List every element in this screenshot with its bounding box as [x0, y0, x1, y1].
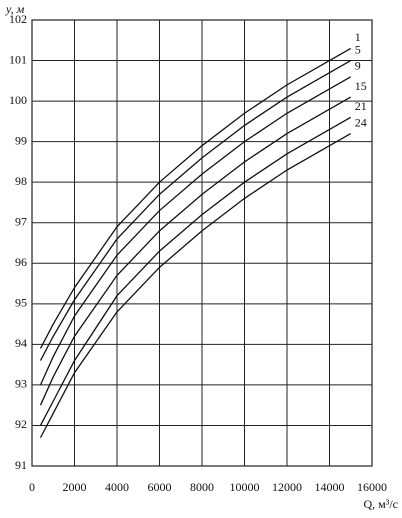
curve-label: 15	[355, 79, 367, 93]
curve-label: 9	[355, 59, 361, 73]
x-tick-label: 16000	[357, 480, 387, 494]
y-tick-label: 97	[15, 214, 27, 228]
x-tick-label: 12000	[272, 480, 302, 494]
y-tick-label: 101	[9, 52, 27, 66]
curve	[39, 47, 352, 349]
x-tick-label: 10000	[230, 480, 260, 494]
curve	[39, 76, 352, 386]
curve	[39, 132, 352, 438]
x-tick-label: 8000	[190, 480, 214, 494]
y-tick-label: 102	[9, 12, 27, 26]
y-tick-label: 92	[15, 417, 27, 431]
x-tick-label: 0	[29, 480, 35, 494]
curve	[39, 116, 352, 426]
x-tick-label: 14000	[315, 480, 345, 494]
x-tick-label: 2000	[63, 480, 87, 494]
y-tick-label: 95	[15, 296, 27, 310]
y-tick-label: 91	[15, 458, 27, 472]
y-tick-label: 100	[9, 93, 27, 107]
x-tick-label: 6000	[148, 480, 172, 494]
curve-label: 1	[355, 30, 361, 44]
y-axis-label: y, м	[5, 2, 25, 16]
curve	[39, 96, 352, 406]
x-axis-label: Q, м³/с	[363, 497, 398, 511]
y-tick-label: 98	[15, 174, 27, 188]
x-tick-label: 4000	[105, 480, 129, 494]
curve-label: 21	[355, 99, 367, 113]
curve-label: 5	[355, 42, 361, 56]
y-tick-label: 99	[15, 133, 27, 147]
y-tick-label: 93	[15, 377, 27, 391]
curve-label: 24	[355, 115, 367, 129]
curve	[39, 59, 352, 361]
y-tick-label: 94	[15, 336, 27, 350]
y-tick-label: 96	[15, 255, 27, 269]
